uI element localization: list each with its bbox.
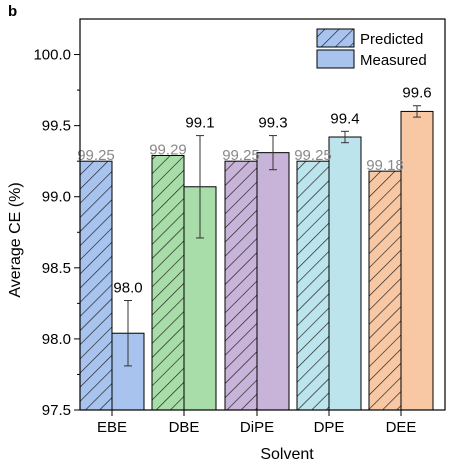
x-axis-title: Solvent: [260, 446, 314, 463]
predicted-bar-dee: [368, 170, 402, 411]
predicted-value-label-dpe: 99.25: [294, 147, 332, 164]
predicted-bar-ebe: [79, 160, 113, 411]
y-tick-label: 99.5: [42, 118, 71, 135]
predicted-bar-dipe: [224, 160, 258, 411]
x-tick-label-dbe: DBE: [169, 419, 200, 436]
predicted-bar-dbe: [151, 154, 185, 411]
predicted-value-label-dbe: 99.29: [149, 141, 187, 158]
y-tick-label: 97.5: [42, 402, 71, 419]
legend-swatch-measured: [316, 49, 355, 69]
y-tick-label: 98.0: [42, 331, 71, 348]
x-tick-label-dee: DEE: [386, 419, 417, 436]
measured-value-label-dbe: 99.1: [185, 115, 214, 132]
predicted-value-label-dipe: 99.25: [222, 147, 260, 164]
measured-bar-dipe: [256, 152, 290, 411]
panel-label: b: [8, 3, 17, 20]
predicted-bar-dpe: [296, 160, 330, 411]
measured-value-label-dee: 99.6: [402, 85, 431, 102]
legend-label-measured: Measured: [360, 52, 427, 69]
y-tick-label: 99.0: [42, 189, 71, 206]
plot-frame: [79, 18, 446, 411]
measured-bar-dee: [400, 110, 434, 411]
x-tick-label-dipe: DiPE: [240, 419, 274, 436]
predicted-value-label-ebe: 99.25: [77, 147, 115, 164]
x-tick-label-ebe: EBE: [97, 419, 127, 436]
measured-value-label-ebe: 98.0: [113, 280, 142, 297]
y-tick-label: 100.0: [33, 47, 71, 64]
y-tick-label: 98.5: [42, 260, 71, 277]
legend-swatch-predicted: [316, 28, 355, 48]
predicted-value-label-dee: 99.18: [366, 157, 404, 174]
measured-value-label-dipe: 99.3: [258, 115, 287, 132]
x-tick-label-dpe: DPE: [314, 419, 345, 436]
y-axis-title: Average CE (%): [7, 182, 24, 297]
legend-label-predicted: Predicted: [360, 31, 423, 48]
measured-value-label-dpe: 99.4: [330, 110, 359, 127]
measured-bar-dpe: [328, 136, 362, 411]
